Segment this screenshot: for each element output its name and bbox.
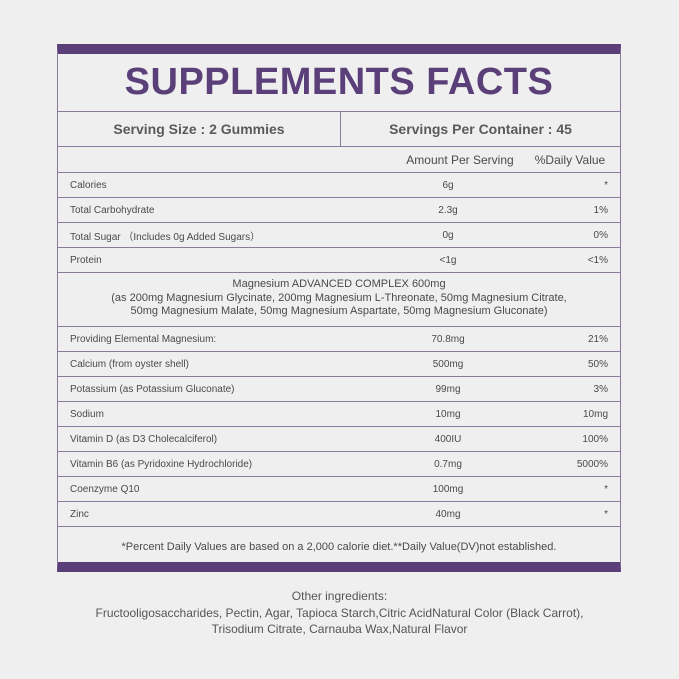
nutrient-amount: 70.8mg — [431, 333, 465, 345]
nutrient-row: Total Carbohydrate 2.3g 1% — [58, 198, 620, 223]
nutrient-dv: 1% — [593, 204, 608, 216]
nutrient-dv: <1% — [587, 254, 608, 266]
nutrient-dv: 10mg — [582, 408, 608, 420]
nutrient-row: Vitamin D (as D3 Cholecalciferol) 400IU … — [58, 427, 620, 452]
nutrient-amount: <1g — [439, 254, 457, 266]
nutrient-amount: 2.3g — [438, 204, 458, 216]
nutrient-name: Coenzyme Q10 — [70, 483, 140, 495]
column-header-row: Amount Per Serving %Daily Value — [58, 147, 620, 173]
magnesium-complex-block: Magnesium ADVANCED COMPLEX 600mg (as 200… — [58, 273, 620, 327]
nutrient-name: Sodium — [70, 408, 104, 420]
other-ingredients-label: Other ingredients: — [291, 589, 388, 603]
nutrient-name: Total Carbohydrate — [70, 204, 155, 216]
complex-detail-line: 50mg Magnesium Malate, 50mg Magnesium As… — [130, 305, 548, 317]
nutrient-amount: 100mg — [432, 483, 464, 495]
nutrient-row: Potassium (as Potassium Gluconate) 99mg … — [58, 377, 620, 402]
nutrient-row: Sodium 10mg 10mg — [58, 402, 620, 427]
nutrient-row: Calories 6g * — [58, 173, 620, 198]
supplement-facts-panel: SUPPLEMENTS FACTS Serving Size : 2 Gummi… — [57, 44, 621, 572]
header-amount: Amount Per Serving — [406, 152, 514, 167]
complex-detail-line: (as 200mg Magnesium Glycinate, 200mg Mag… — [111, 291, 567, 304]
nutrient-dv: 50% — [587, 358, 608, 370]
nutrient-dv: 0% — [593, 229, 608, 241]
nutrient-amount: 99mg — [435, 383, 461, 395]
nutrient-name: Providing Elemental Magnesium: — [70, 333, 217, 345]
other-ingredients-line: Fructooligosaccharides, Pectin, Agar, Ta… — [95, 606, 584, 620]
nutrient-row: Coenzyme Q10 100mg * — [58, 477, 620, 502]
nutrient-amount: 0.7mg — [434, 458, 462, 470]
servings-per-container: Servings Per Container : 45 — [389, 121, 572, 137]
nutrient-row: Providing Elemental Magnesium: 70.8mg 21… — [58, 327, 620, 352]
nutrient-row: Total Sugar （Includes 0g Added Sugars） 0… — [58, 223, 620, 248]
nutrient-name: Total Sugar （Includes 0g Added Sugars） — [70, 231, 261, 243]
other-ingredients-line: Trisodium Citrate, Carnauba Wax,Natural … — [211, 622, 468, 636]
header-daily-value: %Daily Value — [534, 152, 606, 167]
complex-title: Magnesium ADVANCED COMPLEX 600mg — [232, 278, 446, 290]
nutrient-name: Calories — [70, 179, 107, 191]
nutrient-name: Potassium (as Potassium Gluconate) — [70, 383, 235, 395]
panel-title: SUPPLEMENTS FACTS — [58, 54, 620, 112]
nutrient-row: Protein <1g <1% — [58, 248, 620, 273]
nutrient-amount: 500mg — [432, 358, 464, 370]
nutrient-dv: * — [604, 483, 608, 495]
nutrient-amount: 6g — [442, 179, 454, 191]
nutrient-row: Zinc 40mg * — [58, 502, 620, 527]
footnote: *Percent Daily Values are based on a 2,0… — [121, 541, 557, 553]
nutrient-name: Vitamin B6 (as Pyridoxine Hydrochloride) — [70, 458, 253, 470]
nutrient-name: Protein — [70, 254, 102, 266]
nutrient-dv: 21% — [587, 333, 608, 345]
nutrient-dv: 5000% — [576, 458, 608, 470]
serving-size: Serving Size : 2 Gummies — [58, 112, 341, 146]
nutrient-dv: * — [604, 508, 608, 520]
nutrient-name: Vitamin D (as D3 Cholecalciferol) — [70, 433, 218, 445]
nutrient-dv: * — [604, 179, 608, 191]
nutrient-amount: 0g — [442, 229, 454, 241]
nutrient-name: Calcium (from oyster shell) — [70, 358, 189, 370]
nutrient-dv: 3% — [593, 383, 608, 395]
nutrient-row: Calcium (from oyster shell) 500mg 50% — [58, 352, 620, 377]
nutrient-name: Zinc — [70, 508, 89, 520]
nutrient-amount: 10mg — [435, 408, 461, 420]
nutrient-amount: 40mg — [435, 508, 461, 520]
nutrient-dv: 100% — [582, 433, 608, 445]
nutrient-amount: 400IU — [434, 433, 462, 445]
nutrient-row: Vitamin B6 (as Pyridoxine Hydrochloride)… — [58, 452, 620, 477]
serving-info-row: Serving Size : 2 Gummies Servings Per Co… — [58, 112, 620, 147]
